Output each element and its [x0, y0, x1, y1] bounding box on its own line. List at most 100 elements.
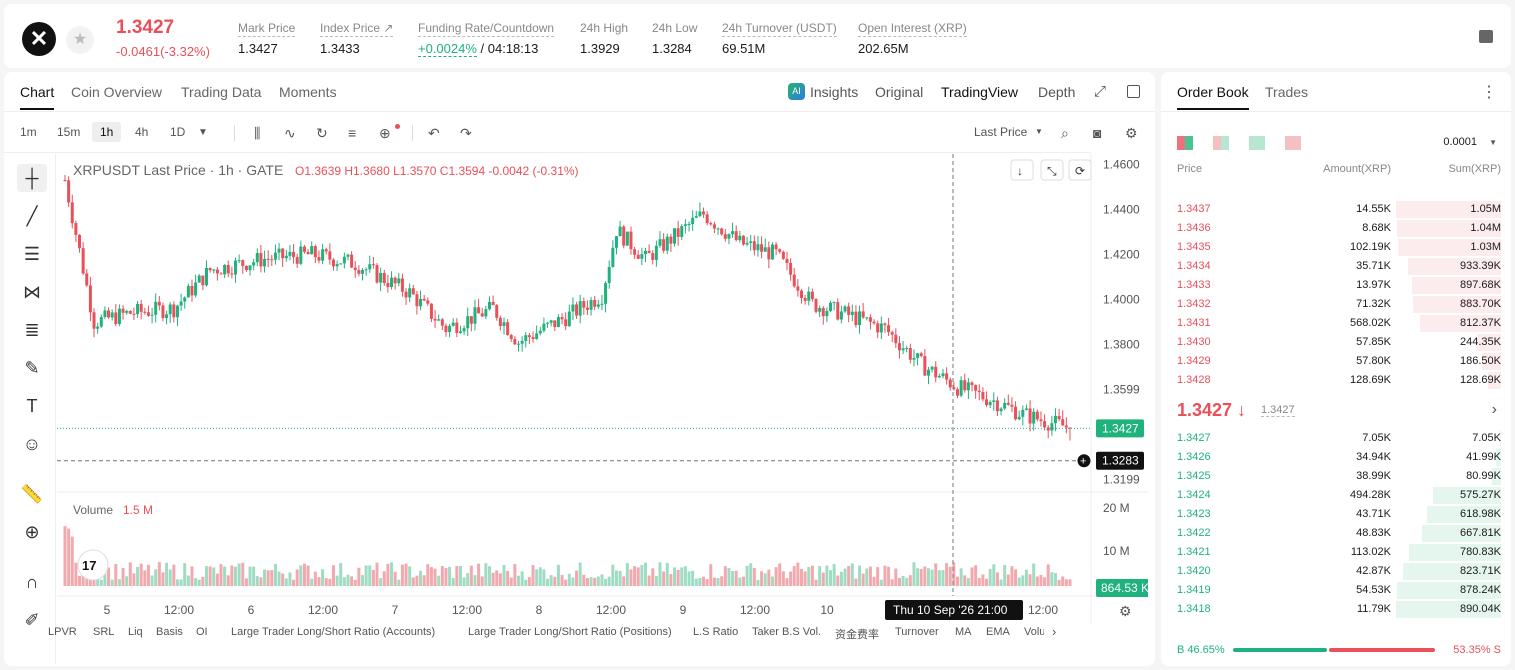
- stat-24h-turnover[interactable]: 24h Turnover (USDT) 69.51M: [722, 21, 837, 56]
- scroll-right-icon[interactable]: ›: [1052, 624, 1057, 639]
- ask-row[interactable]: 1.3434 35.71K 933.39K: [1161, 257, 1511, 276]
- tab-coin-overview[interactable]: Coin Overview: [71, 84, 163, 100]
- horizontal-lines-icon[interactable]: ☰: [23, 244, 41, 264]
- bid-row[interactable]: 1.3420 42.87K 823.71K: [1161, 562, 1511, 581]
- tab-chart[interactable]: Chart: [20, 84, 55, 110]
- ruler-icon[interactable]: 📏: [20, 484, 44, 504]
- pencil-lock-icon[interactable]: ✐: [24, 610, 40, 630]
- bid-row[interactable]: 1.3427 7.05K 7.05K: [1161, 429, 1511, 448]
- trend-line-icon[interactable]: ╱: [26, 206, 38, 226]
- interval-1m[interactable]: 1m: [20, 125, 37, 139]
- undo-icon[interactable]: ↶: [428, 125, 440, 141]
- interval-1h[interactable]: 1h: [92, 122, 122, 142]
- tab-order-book[interactable]: Order Book: [1177, 84, 1249, 110]
- indicator-ema[interactable]: EMA: [986, 626, 1010, 638]
- bid-row[interactable]: 1.3425 38.99K 80.99K: [1161, 467, 1511, 486]
- interval-dropdown-icon[interactable]: ▼: [198, 127, 208, 138]
- volume-bar: [212, 567, 216, 586]
- tab-depth[interactable]: Depth: [1038, 84, 1076, 100]
- stat-funding-rate[interactable]: Funding Rate/Countdown +0.0024% / 04:18:…: [418, 21, 555, 57]
- indicator-ltlsr-positions[interactable]: Large Trader Long/Short Ratio (Positions…: [468, 626, 672, 638]
- indicator-ma[interactable]: MA: [955, 626, 972, 638]
- ask-row[interactable]: 1.3432 71.32K 883.70K: [1161, 295, 1511, 314]
- bid-row[interactable]: 1.3421 113.02K 780.83K: [1161, 543, 1511, 562]
- indicator-oi[interactable]: OI: [196, 626, 208, 638]
- expand-icon[interactable]: ⤢: [1094, 83, 1107, 100]
- stat-mark-price[interactable]: Mark Price 1.3427: [238, 21, 296, 56]
- price-type-caret-icon[interactable]: ▼: [1035, 127, 1043, 136]
- ask-row[interactable]: 1.3429 57.80K 186.50K: [1161, 352, 1511, 371]
- tab-original[interactable]: Original: [875, 84, 924, 100]
- interval-4h[interactable]: 4h: [135, 125, 149, 139]
- legend-collapse-icon-bg: [1040, 159, 1064, 181]
- volume-bar: [324, 578, 328, 586]
- indicator-taker-vol[interactable]: Taker B.S Vol.: [752, 626, 822, 638]
- view-both-icon[interactable]: [1177, 136, 1193, 150]
- indicator-lpvr[interactable]: LPVR: [48, 626, 77, 638]
- indicator-turnover[interactable]: Turnover: [895, 626, 939, 638]
- more-options-icon[interactable]: ⋮: [1481, 84, 1497, 101]
- pattern-icon[interactable]: ⋈: [23, 282, 41, 302]
- price-type-select[interactable]: Last Price: [974, 125, 1028, 139]
- precision-select[interactable]: 0.0001: [1443, 136, 1477, 148]
- tab-tradingview[interactable]: TradingView: [941, 84, 1019, 100]
- precision-caret-icon[interactable]: ▼: [1489, 138, 1497, 147]
- brush-icon[interactable]: ✎: [24, 358, 40, 378]
- tab-trades[interactable]: Trades: [1265, 84, 1309, 100]
- emoji-icon[interactable]: ☺: [22, 434, 42, 454]
- stat-open-interest[interactable]: Open Interest (XRP) 202.65M: [858, 21, 967, 56]
- template-icon[interactable]: ≡: [348, 125, 357, 141]
- interval-1d[interactable]: 1D: [170, 125, 186, 139]
- chevron-right-icon[interactable]: ›: [1491, 401, 1497, 418]
- fib-icon[interactable]: ≣: [24, 320, 40, 340]
- indicator-ltlsr-accounts[interactable]: Large Trader Long/Short Ratio (Accounts): [231, 626, 436, 638]
- bid-row[interactable]: 1.3419 54.53K 878.24K: [1161, 581, 1511, 600]
- view-bids-icon[interactable]: [1249, 136, 1265, 150]
- indicator-ls-ratio[interactable]: L.S Ratio: [693, 626, 739, 638]
- volume-bar: [633, 566, 637, 586]
- redo-icon[interactable]: ↷: [460, 125, 472, 141]
- last-price-tag-bg: [1096, 419, 1144, 438]
- ask-row[interactable]: 1.3430 57.85K 244.35K: [1161, 333, 1511, 352]
- legend-refresh-icon-bg: [1068, 159, 1092, 181]
- candle-type-icon[interactable]: ⫼: [254, 125, 261, 141]
- indicator-volume[interactable]: Volu: [1024, 626, 1044, 638]
- magnet-icon[interactable]: ∩: [25, 572, 39, 592]
- indicator-srl[interactable]: SRL: [93, 626, 115, 638]
- candlestick-chart[interactable]: 1.4600 1.4400 1.4200 1.4000 1.3800 1.3599 1.31…: [57, 154, 1148, 624]
- bid-row[interactable]: 1.3426 34.94K 41.99K: [1161, 448, 1511, 467]
- indicator-funding-rate[interactable]: 资金费率: [835, 629, 879, 641]
- interval-15m[interactable]: 15m: [57, 125, 81, 139]
- settings-gear-icon[interactable]: ⚙: [1125, 125, 1138, 141]
- favorite-star-icon[interactable]: ★: [66, 26, 94, 54]
- view-split-icon[interactable]: [1213, 136, 1229, 150]
- add-alert-icon[interactable]: ⊕: [379, 125, 391, 141]
- bid-row[interactable]: 1.3418 11.79K 890.04K: [1161, 600, 1511, 619]
- crosshair-icon[interactable]: ┼: [17, 164, 47, 192]
- indicator-liq[interactable]: Liq: [128, 626, 143, 638]
- ask-row[interactable]: 1.3428 128.69K 128.69K: [1161, 371, 1511, 390]
- candle-body: [310, 246, 314, 255]
- indicator-basis[interactable]: Basis: [156, 626, 183, 638]
- ask-row[interactable]: 1.3433 13.97K 897.68K: [1161, 276, 1511, 295]
- compare-icon[interactable]: ↻: [316, 125, 328, 141]
- tab-moments[interactable]: Moments: [279, 84, 337, 100]
- ask-row[interactable]: 1.3435 102.19K 1.03M: [1161, 238, 1511, 257]
- ask-row[interactable]: 1.3437 14.55K 1.05M: [1161, 200, 1511, 219]
- search-icon[interactable]: ⌕: [1061, 125, 1069, 141]
- window-icon[interactable]: [1127, 85, 1140, 98]
- ask-row[interactable]: 1.3436 8.68K 1.04M: [1161, 219, 1511, 238]
- ask-row[interactable]: 1.3431 568.02K 812.37K: [1161, 314, 1511, 333]
- tab-trading-data[interactable]: Trading Data: [181, 84, 262, 100]
- stat-index-price[interactable]: Index Price ↗ 1.3433: [320, 21, 394, 56]
- bid-row[interactable]: 1.3423 43.71K 618.98K: [1161, 505, 1511, 524]
- camera-icon[interactable]: ◙: [1093, 125, 1102, 141]
- bid-row[interactable]: 1.3424 494.28K 575.27K: [1161, 486, 1511, 505]
- tab-insights[interactable]: Insights: [810, 84, 859, 100]
- book-icon[interactable]: [1479, 30, 1493, 43]
- bid-row[interactable]: 1.3422 48.83K 667.81K: [1161, 524, 1511, 543]
- indicators-icon[interactable]: ∿: [284, 125, 296, 141]
- zoom-in-icon[interactable]: ⊕: [24, 522, 40, 542]
- text-tool-icon[interactable]: T: [26, 396, 38, 416]
- view-asks-icon[interactable]: [1285, 136, 1301, 150]
